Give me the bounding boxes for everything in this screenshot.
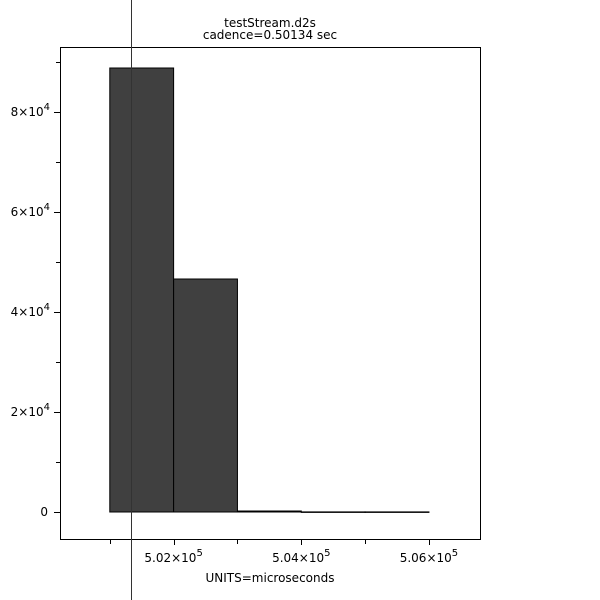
x-axis-label: UNITS=microseconds (206, 571, 335, 585)
y-tick-label: 4×104 (11, 302, 50, 319)
histogram-bar (173, 278, 238, 513)
histogram-bar (300, 511, 366, 513)
x-tick-label: 5.04×105 (272, 548, 330, 565)
histogram-bar (236, 510, 302, 513)
y-tick-label: 0 (40, 505, 48, 519)
x-tick-label: 5.02×105 (144, 548, 202, 565)
x-tick-label: 5.06×105 (400, 548, 458, 565)
chart-subtitle: cadence=0.50134 sec (203, 28, 337, 42)
histogram-bar (109, 67, 175, 513)
y-tick-label: 2×104 (11, 402, 50, 419)
plot-frame (60, 47, 481, 540)
histogram-bar (364, 511, 430, 513)
y-tick-label: 6×104 (11, 202, 50, 219)
y-tick-label: 8×104 (11, 102, 50, 119)
chart-title: testStream.d2s (224, 16, 316, 30)
